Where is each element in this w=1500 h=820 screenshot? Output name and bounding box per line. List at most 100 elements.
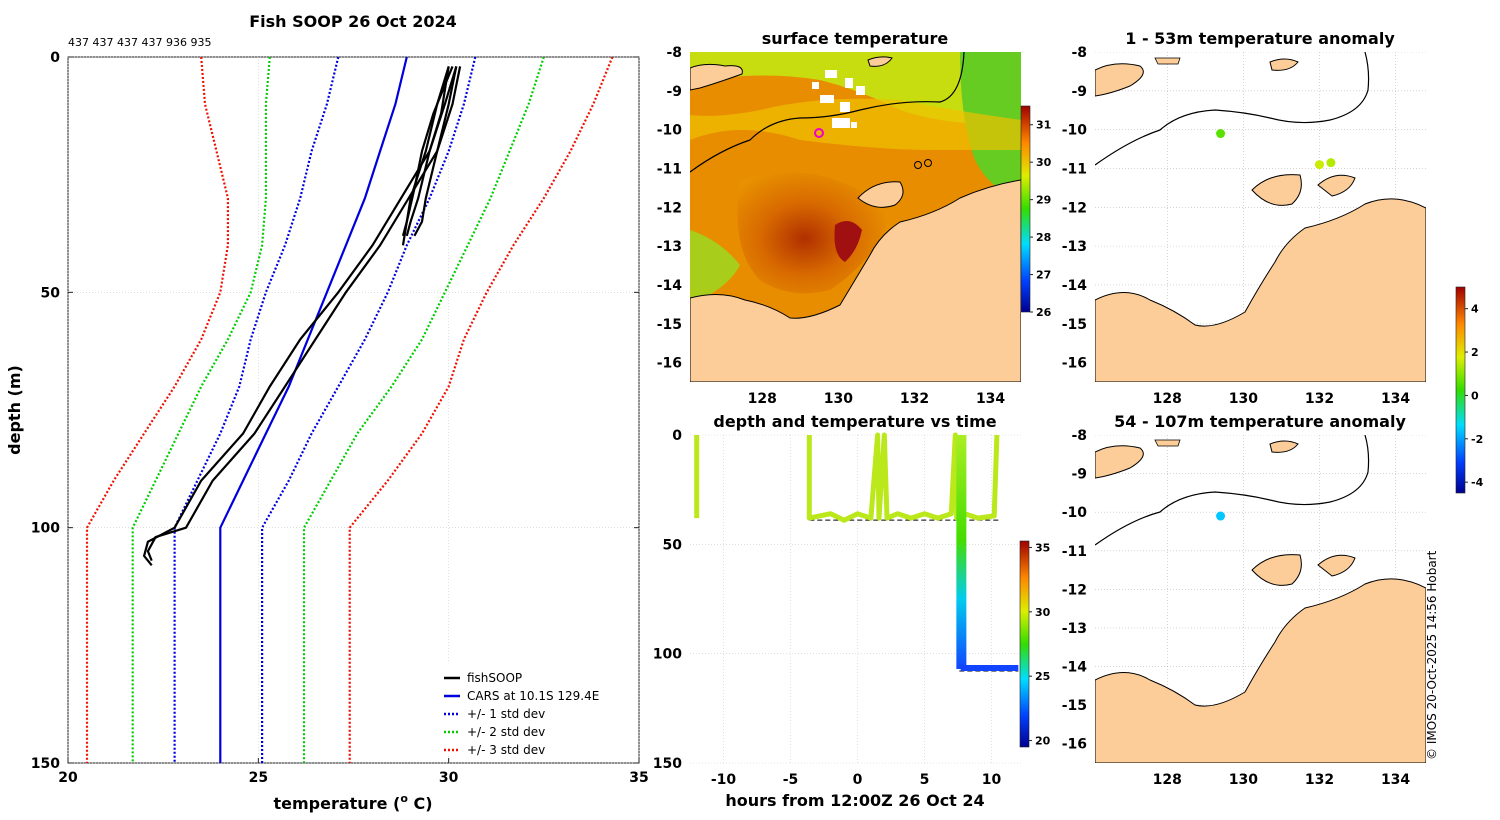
map-ytick-label: -10 (1062, 123, 1088, 139)
legend-label: +/- 1 std dev (467, 707, 545, 721)
profile-panel: Fish SOOP 26 Oct 2024 437 437 437 437 93… (5, 12, 649, 813)
colorbar-tick-label: 4 (1471, 303, 1479, 316)
legend-box (438, 663, 621, 755)
map-ytick-label: -14 (657, 278, 683, 294)
anomaly-point (1216, 511, 1226, 521)
time-ytick-label: 0 (672, 428, 682, 444)
anomaly1-panel: 1 - 53m temperature anomaly 128 130 132 134… (1062, 29, 1426, 407)
map-ytick-label: -11 (657, 161, 682, 177)
legend-label: CARS at 10.1S 129.4E (467, 689, 599, 703)
colorbar-tick-label: 0 (1471, 389, 1479, 402)
sst-island-small (867, 56, 893, 67)
colorbar-tick-label: 30 (1035, 606, 1051, 619)
anomaly-point (1216, 129, 1226, 139)
time-title: depth and temperature vs time (713, 412, 996, 431)
map-xtick-label: 132 (1305, 391, 1334, 407)
sst-title: surface temperature (762, 29, 949, 48)
sst-bathy-contour (690, 52, 965, 173)
colorbar-tick-label: 30 (1036, 156, 1052, 169)
colorbar-tick-label: 2 (1471, 346, 1479, 359)
anomaly-point (1326, 158, 1336, 168)
map-xtick-label: 128 (1153, 391, 1182, 407)
profile-xtick-label: 30 (439, 770, 459, 786)
map-ytick-label: -15 (1062, 698, 1087, 714)
map-xtick-label: 130 (1229, 391, 1258, 407)
profile-ticks: 20 25 30 35 0 50 100 150 (31, 50, 649, 786)
time-axes-box (690, 435, 1021, 763)
colorbar-tick-label: 35 (1035, 541, 1050, 554)
map-ytick-label: -8 (1071, 428, 1087, 444)
profile-ytick-label: 100 (31, 521, 60, 537)
map-ytick-label: -8 (1071, 45, 1087, 61)
fishsoop-profile (413, 66, 462, 237)
sst-colorbar-ticks: 31 30 29 28 27 26 (1030, 119, 1052, 319)
map-ytick-label: -9 (1071, 84, 1087, 100)
std-dev-line--1 (173, 57, 340, 763)
anomaly1-bathy-contour (1095, 52, 1370, 166)
map-ytick-label: -13 (1062, 621, 1087, 637)
time-grid (690, 434, 1021, 764)
map-ytick-label: -11 (1062, 544, 1087, 560)
map-ytick-label: -10 (657, 123, 683, 139)
colorbar-tick-label: 29 (1036, 194, 1051, 207)
sst-panel: surface temperature 128 130 132 13 (657, 29, 1052, 407)
map-ytick-label: -9 (666, 84, 682, 100)
sst-island-melville (857, 181, 904, 208)
colorbar-tick-label: 28 (1036, 231, 1051, 244)
anomaly1-island-bathurst (1317, 174, 1356, 197)
time-xtick-label: -5 (783, 772, 799, 788)
anomaly1-island-melville (1251, 174, 1302, 206)
anomaly1-map (1095, 52, 1426, 382)
time-ytick-label: 50 (663, 537, 683, 553)
sst-cool-north (690, 52, 1021, 124)
map-ytick-label: -16 (1062, 356, 1087, 372)
anomaly1-island-tiny (1154, 57, 1181, 65)
profile-ytick-label: 0 (50, 50, 60, 66)
map-xtick-label: 130 (1229, 772, 1258, 788)
time-ytick-label: 100 (653, 647, 682, 663)
sst-warm-core (737, 172, 887, 294)
profile-xtick-label: 35 (629, 770, 648, 786)
anomaly2-island-melville (1251, 554, 1302, 586)
anomaly1-island-small (1269, 58, 1299, 71)
map-ytick-label: -11 (1062, 161, 1087, 177)
sst-land-south (690, 179, 1021, 382)
map-ytick-label: -12 (657, 200, 682, 216)
map-ytick-label: -16 (657, 356, 682, 372)
anomaly2-island-timor (1095, 445, 1144, 479)
anomaly2-bathy-contour (1095, 435, 1370, 546)
map-ytick-label: -9 (1071, 467, 1087, 483)
anomaly2-land-south (1095, 578, 1426, 763)
profile-xlabel: temperature (o C) (273, 792, 432, 813)
profile-grid (67, 56, 640, 764)
time-colorbar (1019, 540, 1030, 748)
time-xtick-label: 0 (853, 772, 863, 788)
anomaly1-title: 1 - 53m temperature anomaly (1125, 29, 1395, 48)
std-dev-line-+3 (348, 57, 614, 763)
anomaly2-axes: 128 130 132 134 -8 -9 -10 -11 -12 -13 -14 -15 -16 (1062, 428, 1411, 788)
std-dev-line-+1 (261, 57, 477, 763)
anomaly2-title: 54 - 107m temperature anomaly (1114, 412, 1406, 431)
time-xtick-label: -10 (711, 772, 737, 788)
sst-cool-west (690, 230, 740, 300)
map-xtick-label: 132 (1305, 772, 1334, 788)
anomaly2-map (1095, 435, 1426, 763)
map-ytick-label: -13 (657, 239, 682, 255)
map-ytick-label: -12 (1062, 200, 1087, 216)
sst-small-marker-2 (924, 159, 932, 167)
sst-small-marker-1 (914, 161, 922, 169)
sst-island-timor (690, 63, 743, 91)
anomaly-colorbar (1455, 286, 1466, 494)
profile-xtick-label: 20 (58, 770, 78, 786)
map-xtick-label: 128 (748, 391, 777, 407)
time-xlabel: hours from 12:00Z 26 Oct 24 (725, 791, 984, 810)
std-dev-line--3 (85, 57, 229, 763)
anomaly-point (1314, 160, 1324, 170)
profile-ytick-label: 50 (41, 285, 61, 301)
map-xtick-label: 134 (1381, 772, 1410, 788)
anomaly-colorbar-ticks: 4 2 0 -2 -4 (1465, 303, 1484, 489)
time-descent-bar (956, 435, 963, 669)
std-dev-line-+2 (302, 57, 545, 763)
anomaly2-panel: 54 - 107m temperature anomaly 128 130 132 1… (1062, 286, 1484, 788)
